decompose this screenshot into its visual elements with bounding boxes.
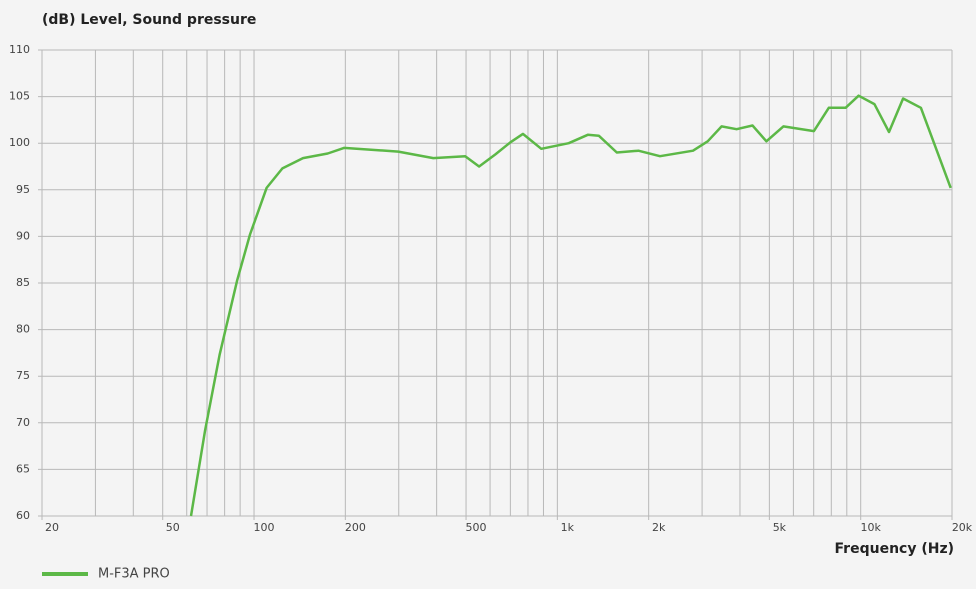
y-tick-label: 70 [16,416,30,429]
y-tick-label: 90 [16,229,30,242]
x-tick-label: 200 [345,521,366,534]
x-tick-label: 50 [166,521,180,534]
y-tick-label: 80 [16,323,30,336]
y-tick-label: 85 [16,276,30,289]
x-tick-label: 500 [466,521,487,534]
x-tick-label: 20k [952,521,973,534]
y-tick-label: 60 [16,509,30,522]
x-tick-label: 1k [561,521,575,534]
x-tick-label: 2k [652,521,666,534]
x-tick-label: 10k [861,521,882,534]
y-tick-label: 110 [9,43,30,56]
legend-label: M-F3A PRO [98,567,170,582]
y-tick-label: 95 [16,183,30,196]
y-tick-label: 100 [9,136,30,149]
series-line [189,94,952,517]
chart-title: (dB) Level, Sound pressure [42,12,256,28]
y-tick-label: 75 [16,369,30,382]
x-tick-label: 5k [773,521,787,534]
x-tick-label: 100 [254,521,275,534]
y-tick-label: 105 [9,90,30,103]
y-tick-label: 65 [16,462,30,475]
x-tick-label: 20 [45,521,59,534]
x-axis-label: Frequency (Hz) [835,541,954,557]
